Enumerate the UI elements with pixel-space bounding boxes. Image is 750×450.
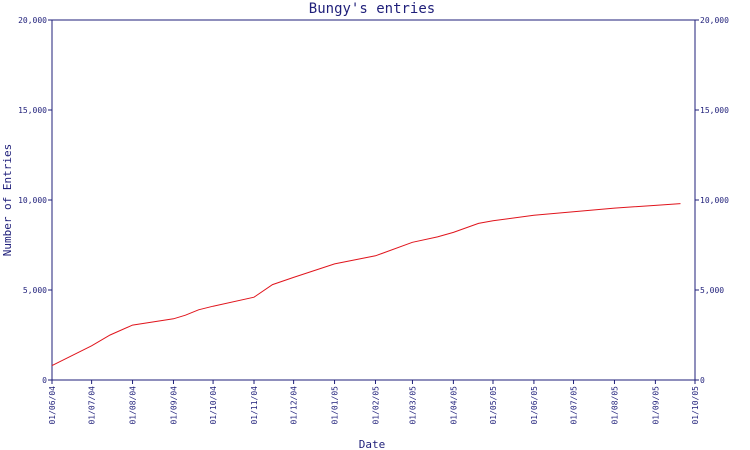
y-axis-left: 0 5,000 10,000 15,000 20,000 bbox=[18, 16, 52, 385]
y-tick-label-right: 0 bbox=[700, 376, 705, 385]
x-tick-label: 01/10/04 bbox=[209, 386, 218, 425]
x-tick-label: 01/08/04 bbox=[129, 386, 138, 425]
x-tick-label: 01/04/05 bbox=[449, 386, 458, 425]
x-tick-label: 01/01/05 bbox=[331, 386, 340, 425]
x-axis-label: Date bbox=[359, 438, 386, 450]
x-tick-label: 01/08/05 bbox=[610, 386, 619, 425]
y-tick-label-right: 20,000 bbox=[700, 16, 729, 25]
x-tick-label: 01/02/05 bbox=[371, 386, 380, 425]
x-axis: 01/06/04 01/07/04 01/08/04 01/09/04 01/10/04… bbox=[48, 380, 700, 425]
y-tick-label-right: 10,000 bbox=[700, 196, 729, 205]
x-tick-label: 01/09/05 bbox=[651, 386, 660, 425]
x-tick-label: 01/05/05 bbox=[489, 386, 498, 425]
x-tick-label: 01/07/05 bbox=[570, 386, 579, 425]
y-tick-label-left: 15,000 bbox=[18, 106, 47, 115]
x-tick-label: 01/03/05 bbox=[408, 386, 417, 425]
chart-title: Bungy's entries bbox=[309, 1, 435, 17]
y-tick-label-left: 0 bbox=[42, 376, 47, 385]
y-tick-label-left: 5,000 bbox=[23, 286, 47, 295]
y-tick-label-left: 20,000 bbox=[18, 16, 47, 25]
x-tick-label: 01/06/04 bbox=[48, 386, 57, 425]
x-tick-label: 01/12/04 bbox=[290, 386, 299, 425]
x-tick-label: 01/09/04 bbox=[169, 386, 178, 425]
y-tick-label-right: 5,000 bbox=[700, 286, 724, 295]
y-tick-label-left: 10,000 bbox=[18, 196, 47, 205]
plot-area bbox=[51, 19, 696, 381]
x-tick-label: 01/06/05 bbox=[530, 386, 539, 425]
y-axis-right: 0 5,000 10,000 15,000 20,000 bbox=[695, 16, 729, 385]
x-tick-label: 01/11/04 bbox=[250, 386, 259, 425]
y-tick-label-right: 15,000 bbox=[700, 106, 729, 115]
x-tick-label: 01/07/04 bbox=[88, 386, 97, 425]
x-tick-label: 01/10/05 bbox=[691, 386, 700, 425]
y-axis-label: Number of Entries bbox=[1, 144, 14, 257]
series-line bbox=[51, 203, 681, 367]
